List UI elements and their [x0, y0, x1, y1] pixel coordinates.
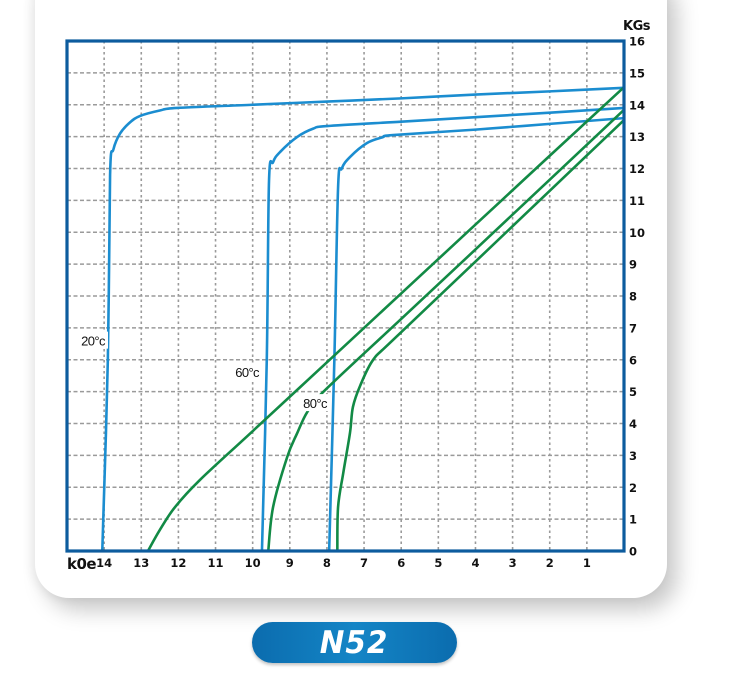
x-tick-label: 2 [546, 556, 554, 570]
jh-curve [266, 108, 625, 552]
y-tick-label: 5 [629, 385, 637, 399]
x-tick-label: 7 [360, 556, 368, 570]
y-tick-label: 6 [629, 353, 637, 367]
y-tick-label: 16 [629, 35, 645, 49]
label-background [77, 331, 108, 349]
y-tick-label: 11 [629, 194, 645, 208]
grade-badge: N52 [252, 622, 457, 663]
y-tick-label: 3 [629, 449, 637, 463]
y-tick-label: 13 [629, 130, 645, 144]
x-tick-label: 5 [434, 556, 442, 570]
jh-curve [336, 119, 625, 552]
x-tick-label: 11 [208, 556, 224, 570]
plot-border [65, 39, 626, 553]
plot-frame [65, 39, 626, 553]
y-tick-label: 14 [629, 98, 645, 112]
y-axis-label: KGs [623, 19, 651, 34]
x-tick-label: 1 [583, 556, 591, 570]
y-tick-label: 4 [629, 417, 637, 431]
y-tick-label: 10 [629, 226, 645, 240]
y-tick-label: 1 [629, 513, 637, 527]
x-tick-label: 12 [170, 556, 186, 570]
temperature-label: 80°c [303, 396, 328, 411]
label-background [232, 362, 263, 380]
x-tick-label: 8 [323, 556, 331, 570]
grid [67, 41, 624, 551]
y-tick-label: 7 [629, 321, 637, 335]
x-tick-label: 4 [471, 556, 479, 570]
x-axis-ticks: 14 13 12 11 10 9 8 7 6 5 4 3 2 1 [96, 556, 591, 570]
grade-label: N52 [320, 624, 389, 661]
y-tick-label: 12 [629, 162, 645, 176]
y-tick-label: 15 [629, 66, 645, 80]
temperature-label: 60°c [235, 365, 260, 380]
x-tick-label: 13 [133, 556, 149, 570]
x-tick-label: 6 [397, 556, 405, 570]
y-tick-label: 0 [629, 545, 637, 559]
x-tick-label: 3 [509, 556, 517, 570]
y-tick-label: 8 [629, 290, 637, 304]
bh-curve [327, 116, 625, 552]
curves [100, 86, 625, 552]
x-tick-label: 10 [245, 556, 261, 570]
temperature-label: 20°c [81, 334, 106, 349]
x-tick-label: 9 [286, 556, 294, 570]
label-background [300, 394, 331, 412]
bh-curve [100, 86, 625, 552]
temperature-labels: 20°c 60°c 80°c [77, 331, 331, 412]
x-tick-label: 14 [96, 556, 112, 570]
jh-curve [146, 86, 625, 552]
x-axis-label: k0e [67, 555, 96, 573]
y-tick-label: 2 [629, 481, 637, 495]
y-tick-label: 9 [629, 258, 637, 272]
bh-curve [260, 106, 625, 552]
